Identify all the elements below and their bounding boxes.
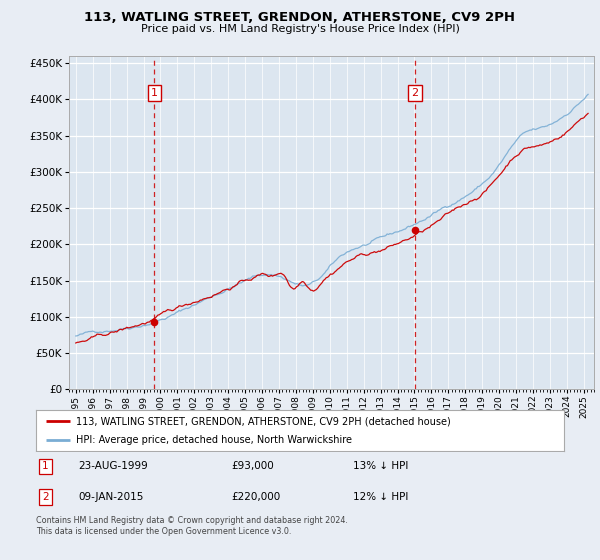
Text: 13% ↓ HPI: 13% ↓ HPI <box>353 461 408 472</box>
Text: Contains HM Land Registry data © Crown copyright and database right 2024.
This d: Contains HM Land Registry data © Crown c… <box>36 516 348 536</box>
Text: 113, WATLING STREET, GRENDON, ATHERSTONE, CV9 2PH: 113, WATLING STREET, GRENDON, ATHERSTONE… <box>85 11 515 24</box>
Text: 1: 1 <box>42 461 49 472</box>
Text: 113, WATLING STREET, GRENDON, ATHERSTONE, CV9 2PH (detached house): 113, WATLING STREET, GRENDON, ATHERSTONE… <box>76 417 451 426</box>
Text: 2: 2 <box>412 88 419 97</box>
Text: 09-JAN-2015: 09-JAN-2015 <box>78 492 143 502</box>
Text: £220,000: £220,000 <box>232 492 281 502</box>
Text: 2: 2 <box>42 492 49 502</box>
Text: 1: 1 <box>151 88 158 97</box>
Text: 12% ↓ HPI: 12% ↓ HPI <box>353 492 408 502</box>
Text: 23-AUG-1999: 23-AUG-1999 <box>78 461 148 472</box>
Text: HPI: Average price, detached house, North Warwickshire: HPI: Average price, detached house, Nort… <box>76 435 352 445</box>
Text: £93,000: £93,000 <box>232 461 274 472</box>
Text: Price paid vs. HM Land Registry's House Price Index (HPI): Price paid vs. HM Land Registry's House … <box>140 24 460 34</box>
